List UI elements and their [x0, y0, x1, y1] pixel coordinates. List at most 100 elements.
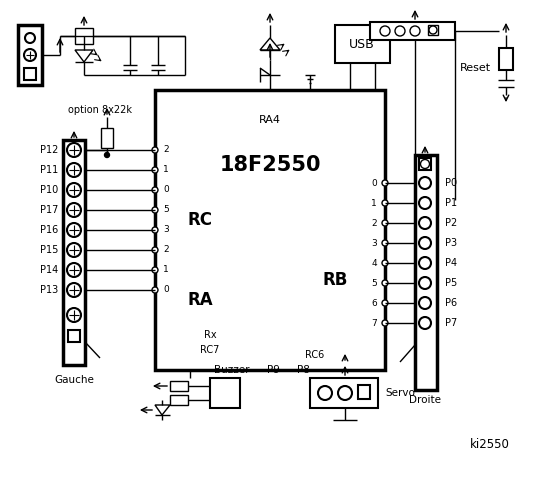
Circle shape [420, 159, 430, 168]
Circle shape [67, 283, 81, 297]
Circle shape [382, 320, 388, 326]
Circle shape [419, 197, 431, 209]
Text: 1: 1 [371, 199, 377, 207]
Circle shape [419, 297, 431, 309]
Circle shape [419, 277, 431, 289]
Text: P9: P9 [267, 365, 279, 375]
Text: P17: P17 [40, 205, 58, 215]
Text: P3: P3 [445, 238, 457, 248]
Circle shape [382, 180, 388, 186]
Text: P4: P4 [445, 258, 457, 268]
Circle shape [382, 220, 388, 226]
Text: RC6: RC6 [305, 350, 325, 360]
Text: P14: P14 [40, 265, 58, 275]
Text: 5: 5 [371, 278, 377, 288]
Circle shape [67, 263, 81, 277]
Bar [170, 381, 188, 391]
Circle shape [152, 267, 158, 273]
Bar [18, 25, 42, 85]
Bar [75, 28, 93, 44]
Text: P13: P13 [40, 285, 58, 295]
Bar [170, 395, 188, 405]
Circle shape [152, 227, 158, 233]
Text: ki2550: ki2550 [470, 439, 510, 452]
Circle shape [24, 49, 36, 61]
Text: 2: 2 [163, 245, 169, 254]
Circle shape [152, 207, 158, 213]
Circle shape [105, 153, 109, 157]
Circle shape [67, 143, 81, 157]
Text: USB: USB [349, 37, 375, 50]
Circle shape [152, 247, 158, 253]
Text: option 8x22k: option 8x22k [68, 105, 132, 115]
Circle shape [67, 183, 81, 197]
Bar [155, 90, 385, 370]
Bar [370, 22, 455, 40]
Text: P15: P15 [40, 245, 58, 255]
Text: RA: RA [187, 291, 213, 309]
Bar [415, 155, 437, 390]
Text: 18F2550: 18F2550 [219, 155, 321, 175]
Circle shape [395, 26, 405, 36]
Text: 3: 3 [163, 226, 169, 235]
Text: P16: P16 [40, 225, 58, 235]
Text: RB: RB [322, 271, 348, 289]
Polygon shape [155, 405, 170, 415]
Bar [63, 140, 85, 365]
Bar [335, 25, 390, 63]
Text: 2: 2 [163, 145, 169, 155]
Circle shape [25, 33, 35, 43]
Text: RC7: RC7 [200, 345, 220, 355]
Circle shape [419, 237, 431, 249]
Text: Gauche: Gauche [54, 375, 94, 385]
Text: 0: 0 [163, 286, 169, 295]
Text: P11: P11 [40, 165, 58, 175]
Circle shape [429, 26, 437, 34]
Text: 3: 3 [371, 239, 377, 248]
Text: P10: P10 [40, 185, 58, 195]
Bar [24, 68, 36, 80]
Circle shape [318, 386, 332, 400]
Circle shape [419, 257, 431, 269]
Text: 0: 0 [371, 179, 377, 188]
Text: 0: 0 [163, 185, 169, 194]
Circle shape [382, 240, 388, 246]
Circle shape [382, 260, 388, 266]
Polygon shape [75, 50, 93, 62]
Bar [310, 378, 378, 408]
Circle shape [419, 317, 431, 329]
Circle shape [152, 167, 158, 173]
Text: RA4: RA4 [259, 115, 281, 125]
Text: 2: 2 [372, 218, 377, 228]
Circle shape [419, 177, 431, 189]
Circle shape [410, 26, 420, 36]
Bar [499, 48, 513, 70]
Bar [68, 330, 80, 342]
Text: 1: 1 [163, 265, 169, 275]
Text: 5: 5 [163, 205, 169, 215]
Circle shape [382, 280, 388, 286]
Text: P6: P6 [445, 298, 457, 308]
Text: Servo: Servo [385, 388, 415, 398]
Circle shape [338, 386, 352, 400]
Text: P5: P5 [445, 278, 457, 288]
Text: P0: P0 [445, 178, 457, 188]
Text: Buzzer: Buzzer [214, 365, 250, 375]
Text: P2: P2 [445, 218, 457, 228]
Bar [101, 128, 113, 148]
Bar [428, 25, 438, 35]
Text: 6: 6 [371, 299, 377, 308]
Circle shape [67, 308, 81, 322]
Text: 4: 4 [372, 259, 377, 267]
Circle shape [382, 200, 388, 206]
Circle shape [67, 243, 81, 257]
Circle shape [382, 300, 388, 306]
Text: 7: 7 [371, 319, 377, 327]
Text: P8: P8 [296, 365, 310, 375]
Polygon shape [260, 38, 280, 50]
Circle shape [67, 203, 81, 217]
Bar [358, 385, 370, 399]
Text: Droite: Droite [409, 395, 441, 405]
Text: P12: P12 [40, 145, 58, 155]
Text: Reset: Reset [460, 63, 491, 73]
